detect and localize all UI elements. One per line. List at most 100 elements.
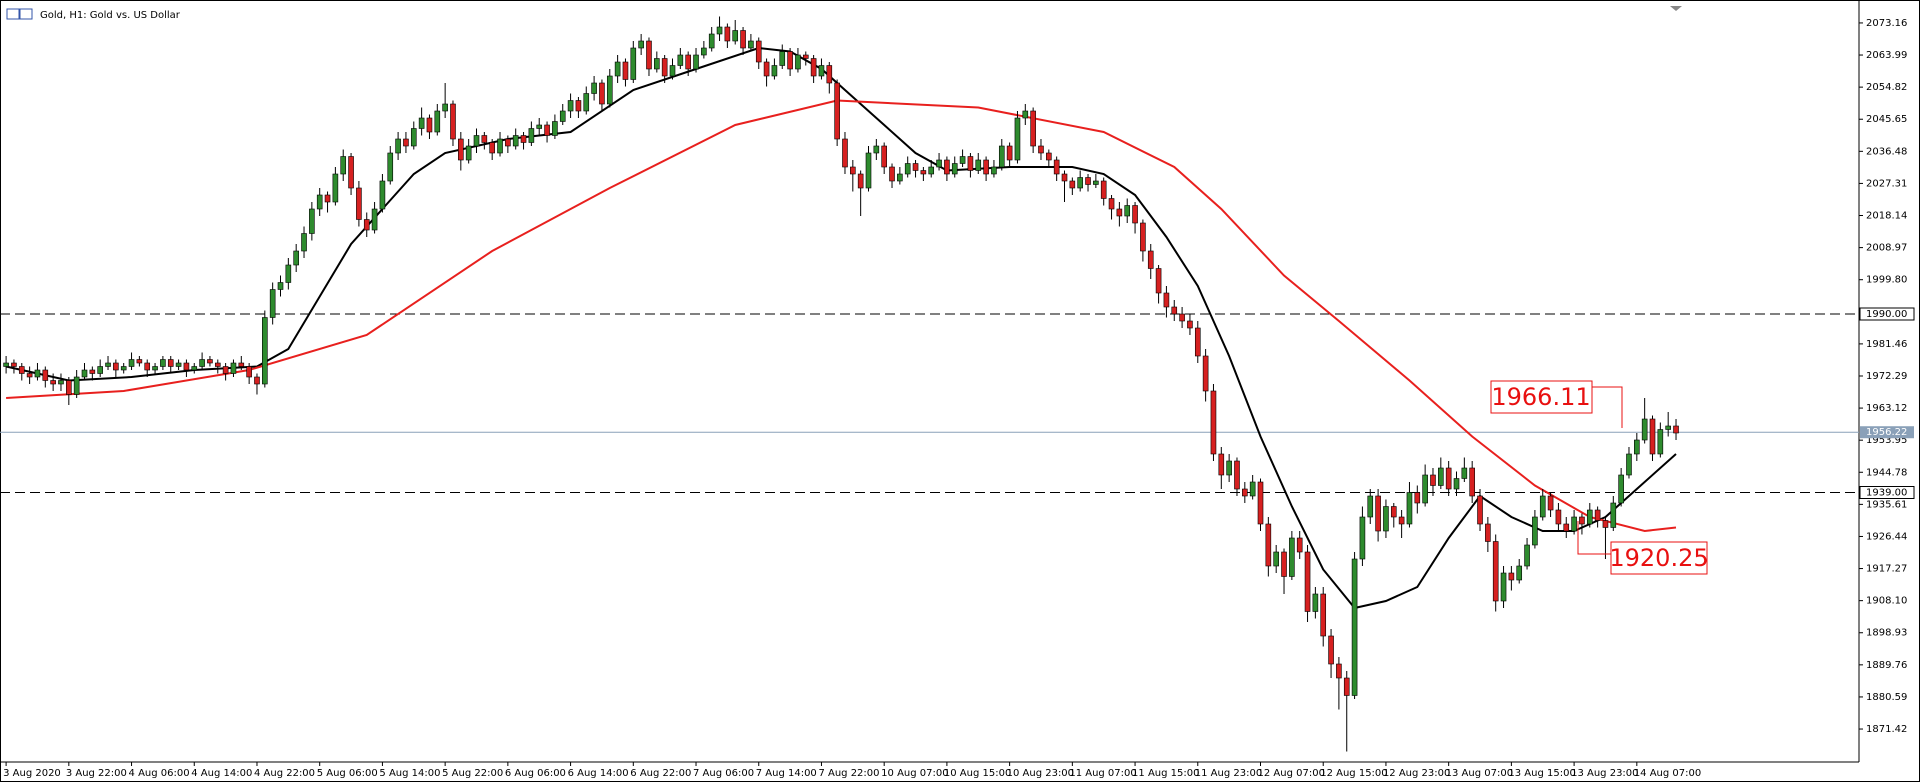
candle-body [1390,506,1397,518]
candle-body [66,380,72,395]
x-tick-label: 5 Aug 06:00 [317,768,378,779]
candle-body [850,166,856,175]
candle-body [552,121,558,136]
candle-body [1336,663,1342,679]
candle-body [160,359,166,367]
candle-body [50,380,56,385]
candle-body [802,54,809,59]
candle-body [818,65,825,77]
candle-body [97,366,103,374]
x-tick-label: 3 Aug 22:00 [66,768,127,779]
candle-body [1485,523,1491,542]
candle-body [1375,495,1381,532]
annotation-box [1490,380,1593,414]
candle-body [951,163,958,175]
candle-body [113,362,119,371]
candle-body [1116,208,1123,217]
candle-body [606,75,613,105]
candle-body [465,145,472,161]
candle-body [873,145,880,154]
x-tick-label: 12 Aug 23:00 [1383,768,1450,779]
candle-body [724,26,731,42]
x-tick-label: 10 Aug 23:00 [1007,768,1074,779]
y-tick-label: 1898.93 [1866,628,1907,639]
candle-body [975,159,982,171]
level-label-box [1859,307,1915,321]
candle-body [1665,425,1671,430]
x-tick-label: 6 Aug 06:00 [505,768,566,779]
shift-marker [1670,6,1682,11]
candle-body [89,369,96,374]
x-tick-label: 14 Aug 07:00 [1634,768,1701,779]
x-tick-label: 11 Aug 15:00 [1132,768,1199,779]
candle-body [1171,306,1178,315]
candle-body [1179,313,1185,322]
candle-body [1093,180,1099,185]
candle-body [1586,509,1593,525]
candle-body [207,359,213,364]
candle-body [1234,460,1240,490]
candle-body [1006,145,1013,161]
moving-average [6,99,1677,533]
chart-title: Gold, H1: Gold vs. US Dollar [40,10,181,21]
candle-body [1132,205,1138,224]
candle-body [128,359,135,367]
candle-body [1579,516,1585,525]
candle-body [1508,572,1515,581]
candle-body [1532,516,1538,546]
candle-body [1524,544,1530,567]
annotation-box [1610,541,1708,575]
candle-body [363,219,370,231]
candle-body [230,362,237,374]
candle-body [42,369,49,381]
candle-body [316,194,323,210]
candle-body [309,208,315,234]
candle-body [1194,327,1201,357]
candle-body [1430,474,1436,486]
candle-body [3,362,9,367]
candle-body [591,82,597,94]
x-tick-label: 10 Aug 15:00 [944,768,1011,779]
level-label-box [1859,486,1915,499]
candle-body [865,152,872,189]
y-tick-label: 1908.10 [1866,596,1907,607]
candle-body [559,110,566,122]
candle-body [1343,677,1350,696]
y-tick-label: 2054.82 [1866,82,1907,93]
candle-body [175,362,182,367]
annotation: 1920.25 [1609,544,1708,572]
y-tick-label: 2063.99 [1866,50,1907,61]
candle-body [1383,506,1389,532]
candle-body [842,138,848,168]
x-tick-label: 4 Aug 14:00 [191,768,252,779]
candle-body [379,180,386,210]
candle-body [528,128,535,143]
candle-body [912,163,919,171]
candle-body [1398,516,1405,525]
candle-body [967,156,974,171]
candle-body [1610,502,1617,528]
candle-body [1461,467,1468,479]
symbol-icon [19,8,33,20]
candle-body [904,163,911,175]
candle-body [371,208,378,231]
candle-body [536,124,543,129]
candle-body [1281,551,1287,577]
x-tick-label: 13 Aug 15:00 [1508,768,1575,779]
candle-body [1273,551,1279,567]
candle-body [238,362,245,367]
candle-body [199,359,205,367]
candle-body [599,82,605,105]
candle-body [214,362,221,367]
candle-body [614,61,621,77]
candle-body [1406,492,1413,525]
x-tick-label: 4 Aug 22:00 [254,768,315,779]
candle-body [1602,520,1609,528]
candle-body [622,61,629,80]
candle-body [959,156,966,164]
candle-body [26,373,33,378]
candle-body [293,250,299,266]
candle-body [403,138,409,147]
candle-body [1124,205,1131,217]
annotation-connector [1592,386,1623,428]
